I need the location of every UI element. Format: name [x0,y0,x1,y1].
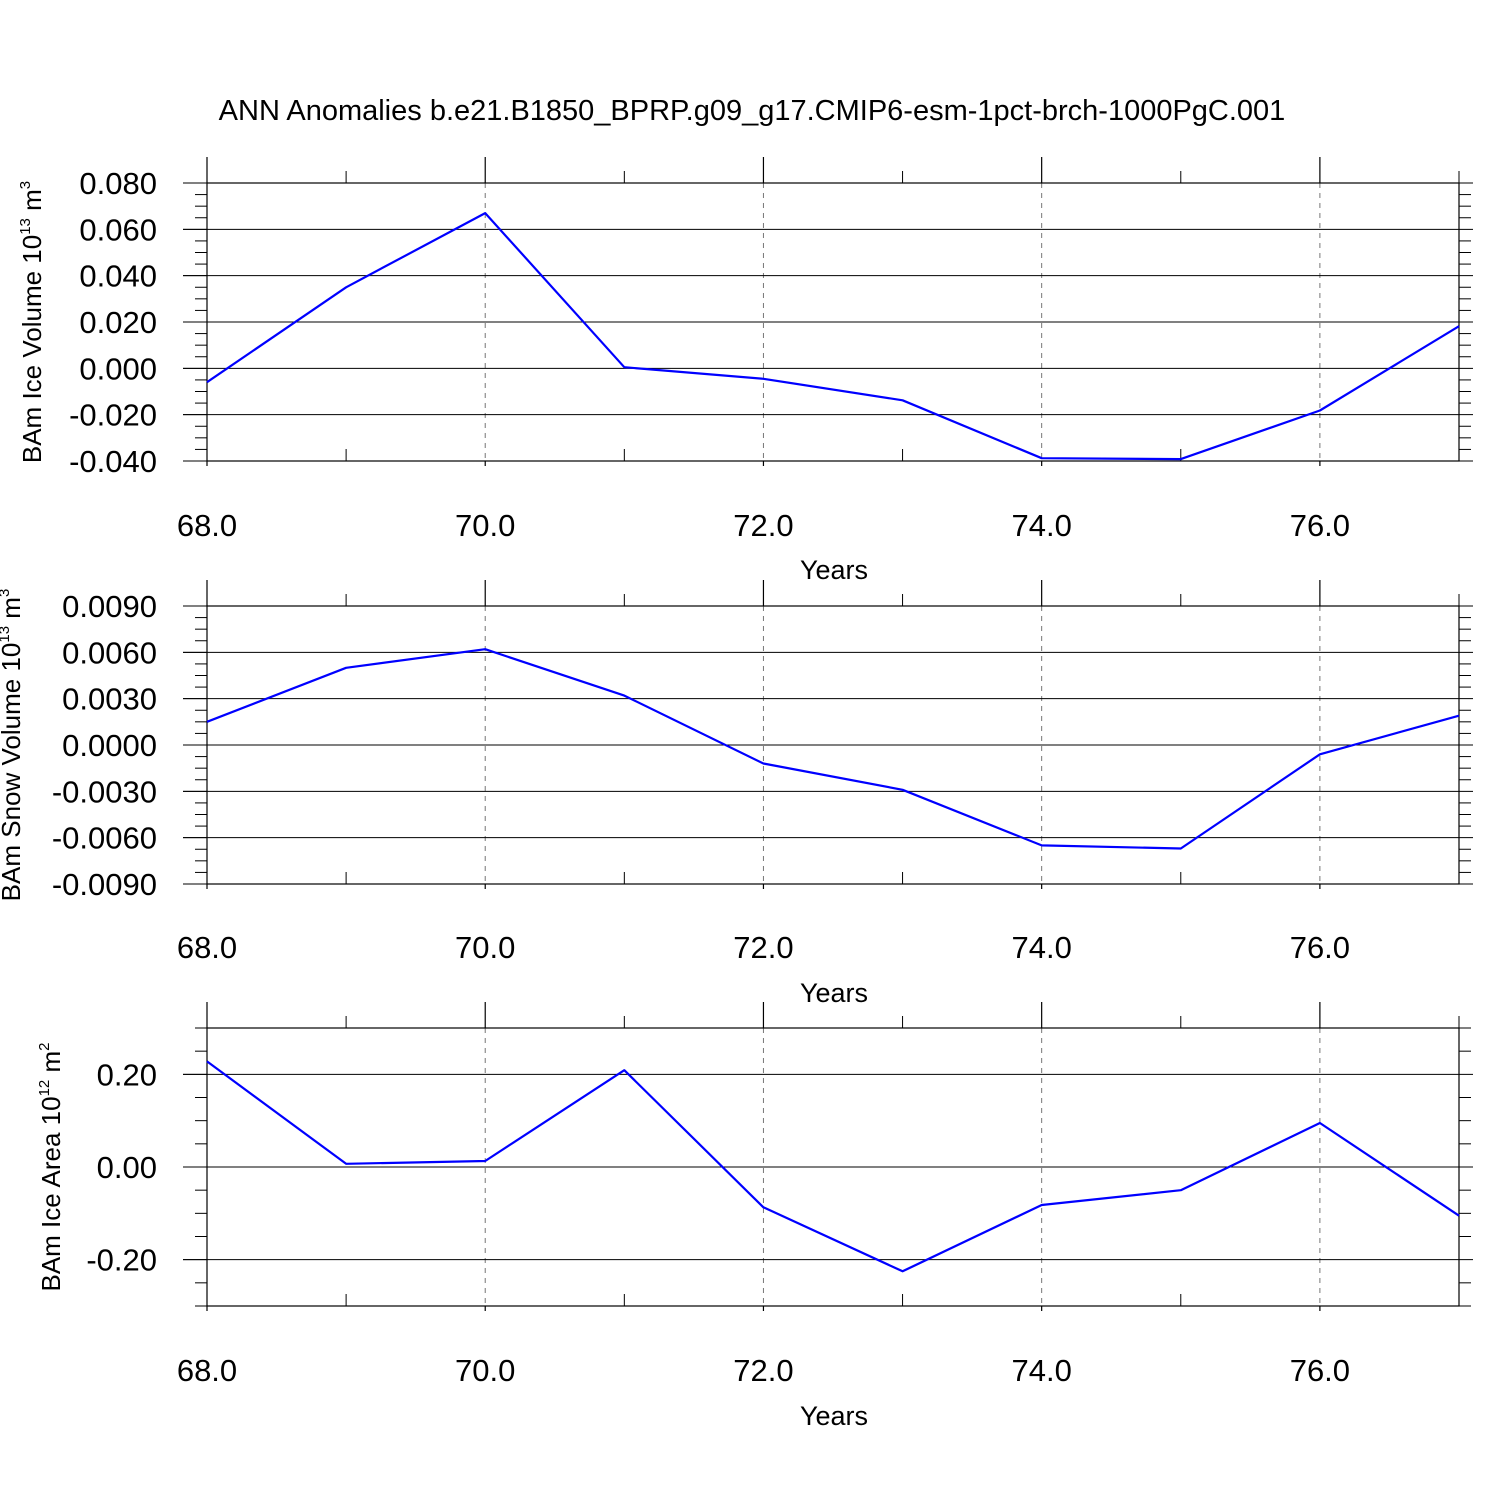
panel-snow-volume: 0.0090 0.0060 0.0030 0.0000 -0.0030 -0.0060 -0… [0,580,1473,1008]
xtick-label-ice-area: 68.0 [177,1353,237,1388]
plot-frame-ice-volume [206,182,1460,462]
panel-ice-volume: 0.080 0.060 0.040 0.020 0.000 -0.020 -0.040 68… [17,157,1473,585]
ytick-label-snow-volume: -0.0060 [52,821,157,856]
xtick-label-snow-volume: 76.0 [1290,930,1350,965]
xtick-label-ice-volume: 68.0 [177,508,237,543]
xtick-label-snow-volume: 68.0 [177,930,237,965]
minor-ticks-ice-volume [183,171,1473,462]
chart-title: ANN Anomalies b.e21.B1850_BPRP.g09_g17.C… [219,95,1286,127]
series-line-ice-area [206,1060,1460,1273]
xtick-labels-ice-volume: 68.0 70.0 72.0 74.0 76.0 [177,508,1350,543]
xtick-label-ice-volume: 70.0 [455,508,515,543]
ylabel-unit-snow-volume: m [0,597,26,626]
xtick-label-snow-volume: 70.0 [455,930,515,965]
ytick-labels-ice-volume: 0.080 0.060 0.040 0.020 0.000 -0.020 -0.040 [69,166,157,479]
ytick-label-ice-volume: 0.000 [79,351,157,386]
xtick-labels-snow-volume: 68.0 70.0 72.0 74.0 76.0 [177,930,1350,965]
ytick-label-snow-volume: -0.0030 [52,774,157,809]
panel-ice-area: 0.20 0.00 -0.20 68.0 70.0 72.0 74.0 76.0 Years… [36,1002,1473,1431]
ylabel-unit-exp-snow-volume: 3 [0,589,13,597]
xtick-label-ice-area: 76.0 [1290,1353,1350,1388]
xaxis-label-ice-volume: Years [800,555,868,585]
xgrid-ice-volume [206,157,1321,466]
ytick-label-ice-area: -0.20 [86,1243,157,1278]
xtick-label-ice-area: 74.0 [1011,1353,1071,1388]
xtick-label-ice-volume: 72.0 [733,508,793,543]
ylabel-main-snow-volume: BAm Snow Volume 10 [0,643,26,902]
ytick-labels-ice-area: 0.20 0.00 -0.20 [86,1057,157,1277]
yaxis-label-snow-volume: BAm Snow Volume 1013 m3 [0,589,26,902]
minor-ticks-snow-volume [183,594,1473,885]
ytick-label-snow-volume: 0.0060 [62,635,157,670]
ytick-label-snow-volume: 0.0030 [62,682,157,717]
series-line-snow-volume [206,648,1460,850]
ytick-label-ice-volume: -0.040 [69,444,157,479]
ytick-label-snow-volume: -0.0090 [52,867,157,902]
xaxis-label-ice-area: Years [800,1401,868,1431]
ytick-label-ice-area: 0.20 [97,1057,157,1092]
plot-frame-snow-volume [206,605,1460,885]
ylabel-unit-ice-volume: m [17,189,47,218]
plot-frame-ice-area [206,1027,1460,1307]
yaxis-label-ice-area: BAm Ice Area 1012 m2 [36,1042,66,1291]
ylabel-unit-ice-area: m [36,1051,66,1080]
ytick-label-ice-area: 0.00 [97,1150,157,1185]
xtick-label-ice-volume: 76.0 [1290,508,1350,543]
ylabel-exp-ice-area: 12 [36,1080,53,1097]
ylabel-unit-exp-ice-volume: 3 [17,181,34,189]
ytick-label-ice-volume: -0.020 [69,398,157,433]
xaxis-label-snow-volume: Years [800,978,868,1008]
xtick-label-snow-volume: 74.0 [1011,930,1071,965]
xtick-label-ice-area: 72.0 [733,1353,793,1388]
series-line-ice-volume [206,212,1460,461]
ylabel-unit-exp-ice-area: 2 [36,1042,53,1050]
xtick-label-snow-volume: 72.0 [733,930,793,965]
yaxis-label-ice-volume: BAm Ice Volume 1013 m3 [17,181,47,463]
xtick-labels-ice-area: 68.0 70.0 72.0 74.0 76.0 [177,1353,1350,1388]
ylabel-main-ice-volume: BAm Ice Volume 10 [17,235,47,463]
xtick-label-ice-area: 70.0 [455,1353,515,1388]
ylabel-main-ice-area: BAm Ice Area 10 [36,1096,66,1291]
minor-ticks-ice-area [183,1016,1473,1307]
ylabel-exp-snow-volume: 13 [0,626,13,643]
xtick-label-ice-volume: 74.0 [1011,508,1071,543]
ytick-labels-snow-volume: 0.0090 0.0060 0.0030 0.0000 -0.0030 -0.0060 -0… [52,589,157,902]
ylabel-exp-ice-volume: 13 [17,218,34,235]
ytick-label-snow-volume: 0.0000 [62,728,157,763]
ytick-label-ice-volume: 0.080 [79,166,157,201]
xgrid-ice-area [206,1002,1321,1311]
xgrid-snow-volume [206,580,1321,889]
ytick-label-ice-volume: 0.060 [79,212,157,247]
ytick-label-ice-volume: 0.040 [79,259,157,294]
ytick-label-ice-volume: 0.020 [79,305,157,340]
ytick-label-snow-volume: 0.0090 [62,589,157,624]
